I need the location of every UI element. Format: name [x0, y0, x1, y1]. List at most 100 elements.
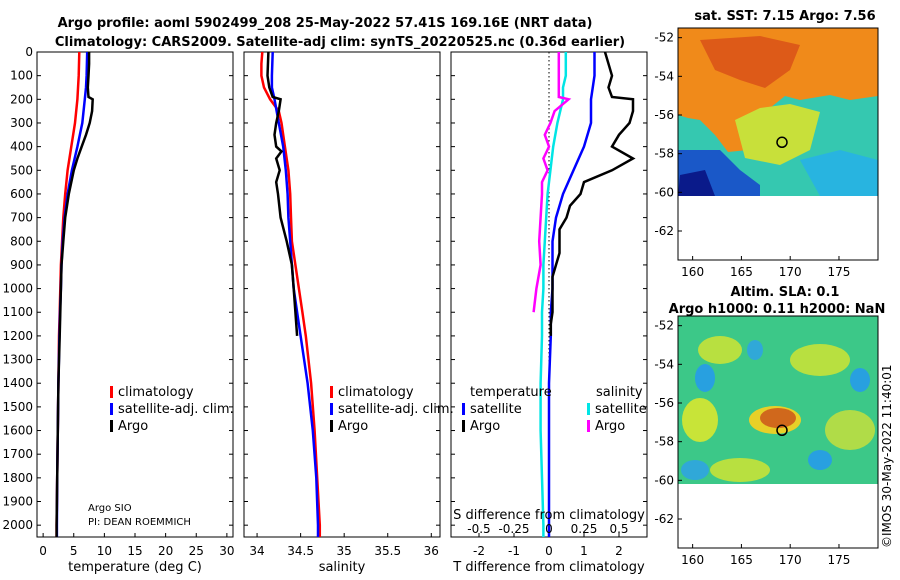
legend-swatch-satellite	[110, 403, 113, 415]
legend-swatch-satellite	[330, 403, 333, 415]
sla-patch	[710, 458, 770, 482]
x2-tick-label: -0.25	[498, 522, 529, 536]
depth-tick-label: 1000	[2, 282, 33, 296]
map-y-tick-label: -54	[654, 69, 674, 83]
sst-float-marker	[776, 136, 788, 149]
map-x-tick-label: 175	[828, 265, 851, 279]
map-y-tick-label: -58	[654, 435, 674, 449]
t-diff-satellite-line	[547, 52, 596, 537]
legend-swatch-t-satellite	[462, 403, 465, 415]
legend-swatch-t-argo	[462, 420, 465, 432]
map-y-tick-label: -56	[654, 108, 674, 122]
salinity-panel-frame	[243, 51, 441, 538]
legend-swatch-climatology	[330, 386, 333, 398]
depth-tick-label: 1500	[2, 400, 33, 414]
figure-title-line2: Climatology: CARS2009. Satellite-adj cli…	[55, 35, 625, 50]
sst-hot-core	[700, 36, 800, 88]
x-tick-label: 35.5	[374, 544, 401, 558]
x-tick-label: 5	[70, 544, 78, 558]
depth-tick-label: 2000	[2, 518, 33, 532]
depth-tick-label: 1600	[2, 424, 33, 438]
depth-tick-label: 700	[10, 211, 33, 225]
depth-tick-labels: 0 100 200 300 400 500 600 700 800 900 1000 1100 1200…	[2, 45, 647, 532]
temperature-xlabel: temperature (deg C)	[68, 560, 202, 575]
map-x-tick-label: 170	[779, 553, 802, 567]
map-y-tick-label: -60	[654, 185, 674, 199]
figure-title-line1: Argo profile: aoml 5902499_208 25-May-20…	[58, 16, 593, 31]
depth-tick-label: 1300	[2, 353, 33, 367]
legend-label-s-argo: Argo	[595, 419, 625, 434]
temperature-legend: climatology satellite-adj. clim. Argo	[110, 385, 234, 434]
legend-title-salinity: salinity	[596, 385, 643, 400]
sla-nodata	[678, 484, 878, 548]
difference-x2label: S difference from climatology	[453, 508, 645, 523]
sla-map-ticks: 160 165 170 175 -52 -54 -56 -58 -60 -62	[654, 319, 850, 567]
map-y-tick-label: -52	[654, 31, 674, 45]
salinity-diff-tick-labels: -0.5 -0.25 0 0.25 0.5	[467, 522, 628, 536]
sla-low-patch	[695, 364, 715, 392]
x-tick-label: -2	[473, 544, 485, 558]
sst-heatmap	[678, 28, 878, 260]
legend-label-argo: Argo	[118, 419, 148, 434]
x-tick-label: 30	[219, 544, 234, 558]
difference-xlabel: T difference from climatology	[452, 560, 645, 575]
map-x-tick-label: 175	[828, 553, 851, 567]
legend-swatch-argo	[330, 420, 333, 432]
sla-float-marker	[776, 424, 788, 437]
sla-patch	[698, 336, 742, 364]
sla-map-title-line2: Argo h1000: 0.11 h2000: NaN	[669, 302, 886, 317]
legend-label-t-argo: Argo	[470, 419, 500, 434]
sla-patch	[682, 398, 718, 442]
legend-label-climatology: climatology	[338, 385, 414, 400]
x-tick-label: 15	[127, 544, 142, 558]
sla-low-patch	[747, 340, 763, 360]
depth-tick-label: 500	[10, 163, 33, 177]
map-y-tick-label: -62	[654, 512, 674, 526]
x-tick-label: 34	[249, 544, 264, 558]
x2-tick-label: 0.5	[609, 522, 628, 536]
sst-map-ticks: 160 165 170 175 -52 -54 -56 -58 -60 -62	[654, 31, 850, 279]
s-diff-argo-line	[532, 52, 572, 313]
x-tick-label: 35	[337, 544, 352, 558]
sla-patch	[825, 410, 875, 450]
depth-tick-label: 200	[10, 92, 33, 106]
depth-tick-label: 800	[10, 234, 33, 248]
depth-tick-label: 900	[10, 258, 33, 272]
depth-tick-label: 400	[10, 140, 33, 154]
depth-tick-label: 1800	[2, 471, 33, 485]
depth-tick-label: 1400	[2, 376, 33, 390]
difference-legend: temperature satellite Argo salinity sate…	[462, 385, 647, 434]
map-y-tick-label: -52	[654, 319, 674, 333]
x2-tick-label: 0	[545, 522, 553, 536]
sst-nodata	[678, 196, 878, 260]
salinity-xlabel: salinity	[319, 560, 366, 575]
sst-map-frame	[677, 27, 879, 261]
map-x-tick-label: 165	[730, 553, 753, 567]
depth-tick-label: 1900	[2, 495, 33, 509]
sla-low-patch	[850, 368, 870, 392]
salinity-satellite-adj-line	[270, 52, 320, 537]
x-tick-label: 25	[189, 544, 204, 558]
x-tick-label: -1	[508, 544, 520, 558]
sla-high-core	[760, 408, 796, 428]
map-y-tick-label: -62	[654, 224, 674, 238]
legend-label-climatology: climatology	[118, 385, 194, 400]
temperature-panel-frame	[36, 51, 234, 538]
map-x-tick-label: 160	[681, 265, 704, 279]
sla-low-patch	[808, 450, 832, 470]
depth-tick-label: 1200	[2, 329, 33, 343]
depth-tick-label: 1100	[2, 305, 33, 319]
sst-map-title: sat. SST: 7.15 Argo: 7.56	[694, 9, 875, 24]
depth-tick-label: 300	[10, 116, 33, 130]
depth-tick-label: 1700	[2, 447, 33, 461]
x-tick-label: 0	[39, 544, 47, 558]
sst-mid-region	[735, 104, 820, 165]
x-tick-label: 0	[545, 544, 553, 558]
x-tick-label: 2	[615, 544, 623, 558]
map-x-tick-label: 160	[681, 553, 704, 567]
legend-swatch-argo	[110, 420, 113, 432]
sla-map-frame	[677, 315, 879, 549]
legend-label-satellite: satellite-adj. clim.	[118, 402, 234, 417]
x-tick-label: 36	[424, 544, 439, 558]
